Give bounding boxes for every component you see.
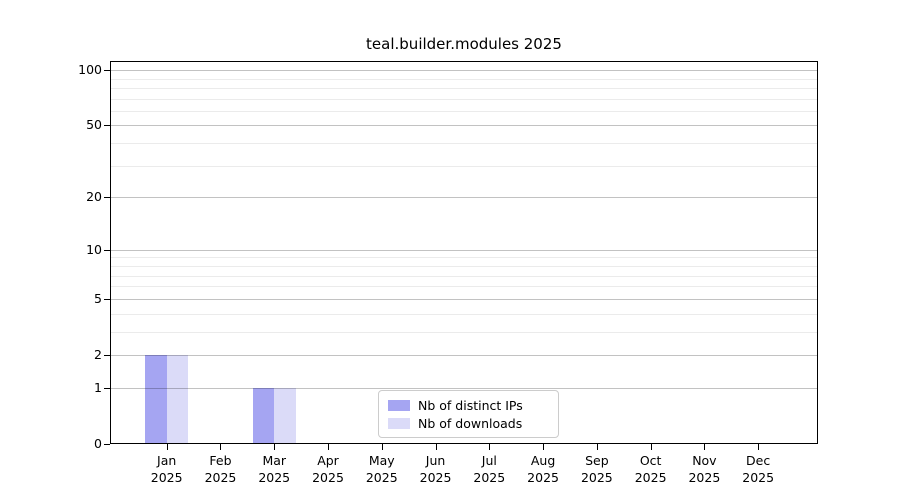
gridline-minor (111, 98, 817, 100)
x-tick-month: Jun (425, 453, 446, 468)
x-tick-year: 2025 (365, 470, 398, 485)
x-tick-label: May 2025 (350, 452, 414, 486)
x-tick-mark (274, 444, 276, 450)
gridline-minor (111, 87, 817, 89)
x-tick-label: Jun 2025 (404, 452, 468, 486)
legend-item-distinct-ips: Nb of distinct IPs (388, 396, 549, 414)
y-tick-mark (104, 387, 110, 389)
chart-title: teal.builder.modules 2025 (366, 35, 562, 53)
legend-label-distinct-ips: Nb of distinct IPs (418, 397, 523, 413)
y-tick-label: 100 (78, 62, 102, 78)
x-tick-month: Nov (692, 453, 717, 468)
x-tick-label: Aug 2025 (511, 452, 575, 486)
y-tick-mark (104, 444, 110, 445)
y-tick-label: 10 (86, 241, 102, 257)
x-tick-month: Dec (746, 453, 771, 468)
x-tick-mark (596, 444, 598, 450)
gridline-major (111, 387, 817, 389)
gridline-minor (111, 331, 817, 333)
gridline-minor (111, 265, 817, 267)
legend-swatch-distinct-ips (388, 399, 410, 411)
gridline-minor (111, 110, 817, 112)
x-tick-label: Nov 2025 (672, 452, 736, 486)
y-tick-mark (104, 70, 110, 72)
x-tick-year: 2025 (204, 470, 237, 485)
bar-nb-of-downloads-mar (274, 387, 296, 443)
x-tick-month: Jan (157, 453, 177, 468)
x-tick-mark (435, 444, 437, 450)
x-tick-year: 2025 (258, 470, 291, 485)
x-tick-mark (381, 444, 383, 450)
x-tick-label: Sep 2025 (565, 452, 629, 486)
x-tick-year: 2025 (580, 470, 613, 485)
legend-swatch-downloads (388, 417, 410, 429)
gridline-major (111, 249, 817, 251)
x-tick-mark (543, 444, 545, 450)
legend: Nb of distinct IPs Nb of downloads (378, 390, 559, 438)
gridline-minor (111, 275, 817, 277)
x-tick-year: 2025 (419, 470, 452, 485)
y-tick-mark (104, 197, 110, 199)
x-tick-label: Feb 2025 (188, 452, 252, 486)
x-tick-month: Feb (209, 453, 232, 468)
y-tick-label: 5 (94, 290, 102, 306)
legend-label-downloads: Nb of downloads (418, 415, 523, 431)
y-tick-mark (104, 354, 110, 356)
y-tick-label: 1 (94, 379, 102, 395)
x-tick-mark (704, 444, 706, 450)
x-tick-mark (166, 444, 168, 450)
x-tick-label: Oct 2025 (619, 452, 683, 486)
bar-nb-of-distinct-ips-mar (252, 387, 275, 443)
x-tick-label: Jul 2025 (457, 452, 521, 486)
x-tick-month: May (368, 453, 395, 468)
x-tick-year: 2025 (742, 470, 775, 485)
x-tick-mark (489, 444, 491, 450)
x-tick-year: 2025 (312, 470, 344, 485)
gridline-minor (111, 143, 817, 145)
gridline-minor (111, 165, 817, 167)
x-tick-mark (650, 444, 652, 450)
gridline-minor (111, 78, 817, 80)
y-tick-label: 0 (94, 436, 102, 451)
legend-item-downloads: Nb of downloads (388, 414, 549, 432)
y-tick-label: 50 (86, 117, 102, 133)
x-tick-mark (328, 444, 329, 450)
x-tick-year: 2025 (473, 470, 506, 485)
gridline-minor (111, 257, 817, 259)
y-tick-label: 20 (86, 189, 102, 205)
y-tick-mark (104, 125, 110, 127)
x-tick-mark (220, 444, 222, 450)
y-tick-mark (104, 249, 110, 251)
gridline-major (111, 354, 817, 356)
x-tick-mark (758, 444, 760, 450)
x-tick-label: Dec 2025 (726, 452, 790, 486)
x-tick-label: Apr 2025 (296, 452, 360, 486)
x-tick-year: 2025 (527, 470, 559, 485)
x-tick-month: Oct (639, 453, 662, 468)
x-tick-year: 2025 (150, 470, 183, 485)
bar-nb-of-distinct-ips-jan (145, 354, 167, 443)
gridline-major (111, 125, 817, 127)
x-tick-year: 2025 (688, 470, 721, 485)
plot-frame (110, 61, 818, 444)
gridline-major (111, 197, 817, 199)
x-tick-month: Jul (481, 453, 497, 468)
x-tick-year: 2025 (634, 470, 667, 485)
gridline-minor (111, 313, 817, 315)
x-tick-month: Aug (530, 453, 556, 468)
x-tick-label: Jan 2025 (135, 452, 199, 486)
gridline-minor (111, 286, 817, 288)
x-tick-month: Mar (262, 453, 287, 468)
y-tick-label: 2 (94, 346, 102, 362)
x-tick-month: Apr (317, 453, 339, 468)
x-tick-label: Mar 2025 (242, 452, 306, 486)
gridline-major (111, 70, 817, 72)
y-tick-mark (104, 298, 110, 300)
bar-nb-of-downloads-jan (166, 354, 189, 443)
gridline-major (111, 298, 817, 300)
x-tick-month: Sep (585, 453, 609, 468)
